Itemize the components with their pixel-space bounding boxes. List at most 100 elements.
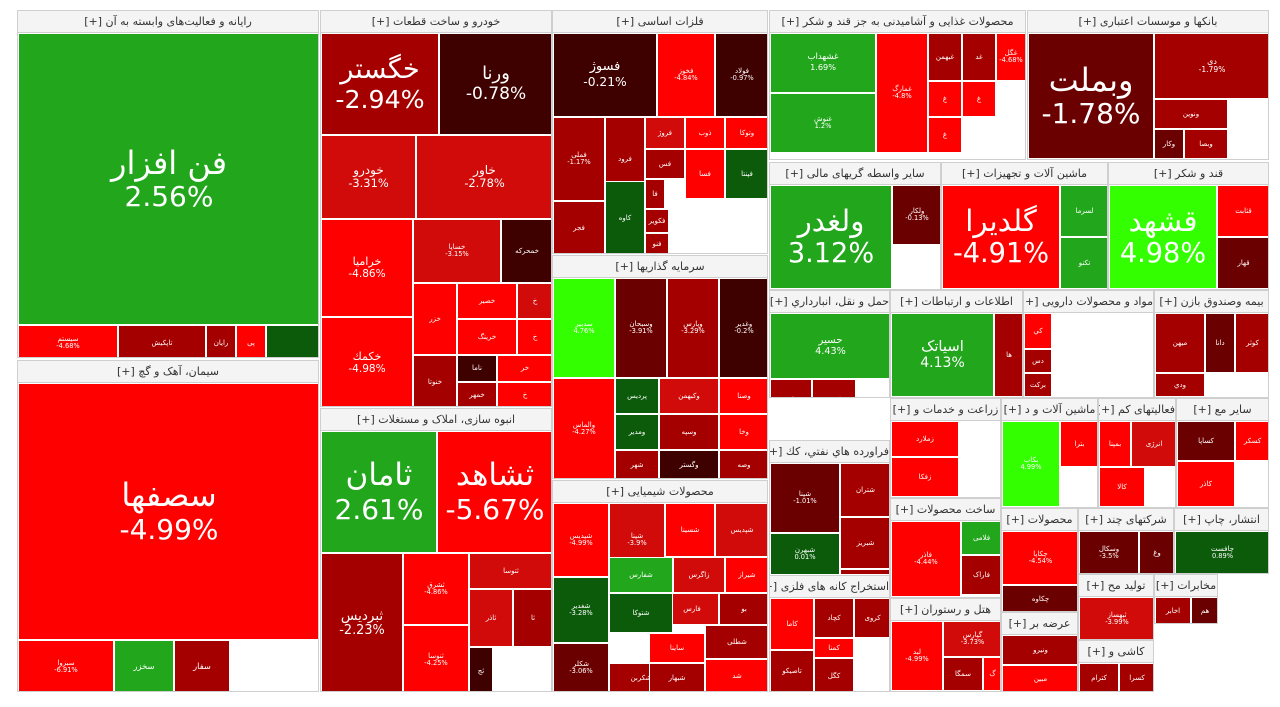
stock-tile[interactable]: کسکر [1235, 421, 1268, 461]
stock-tile[interactable]: وکبهمن [659, 378, 719, 414]
stock-tile[interactable]: فسا [685, 149, 725, 199]
stock-tile[interactable]: ها [994, 313, 1022, 397]
stock-tile[interactable]: خصير [457, 283, 517, 319]
stock-tile[interactable]: فلامی [961, 521, 1000, 555]
stock-tile[interactable]: کگل [814, 658, 854, 691]
stock-tile[interactable]: ثامان 2.61% [321, 431, 437, 553]
stock-tile[interactable]: کاذر [1177, 461, 1235, 507]
stock-tile[interactable]: شاوان [840, 569, 889, 575]
stock-tile[interactable]: فا [645, 179, 665, 209]
stock-tile[interactable]: ساینا [649, 633, 705, 663]
stock-tile[interactable]: کاوه [605, 181, 645, 253]
stock-tile[interactable]: بکاب 4.99% [1002, 421, 1060, 507]
sector-header[interactable]: ماشین آلات و تجهیزات [+] [942, 163, 1107, 185]
sector-header[interactable]: سایر مع [+] [1177, 399, 1268, 421]
stock-tile[interactable]: لبد -4.99% [891, 621, 943, 691]
stock-tile[interactable]: وگستر [659, 450, 719, 478]
stock-tile[interactable]: زملارد [891, 421, 959, 457]
stock-tile[interactable]: شغدیر -3.28% [553, 577, 609, 643]
sector-header[interactable]: انتشار، چاپ [+] [1175, 509, 1268, 531]
stock-tile[interactable]: خر [497, 355, 551, 382]
stock-tile[interactable]: چکاپا -4.54% [1002, 531, 1077, 585]
stock-tile[interactable]: فاراک [961, 555, 1000, 595]
stock-tile[interactable]: رایان [206, 325, 236, 357]
sector-header[interactable]: سیمان، آهک و گچ [+] [18, 361, 318, 383]
sector-header[interactable]: تولید مح [+] [1079, 575, 1153, 597]
stock-tile[interactable]: خگستر -2.94% [321, 33, 439, 135]
stock-tile[interactable]: خزر [413, 283, 457, 355]
stock-tile[interactable]: هم [1191, 597, 1217, 623]
sector-header[interactable]: فراورده هاي نفتي، كك [+] [770, 441, 889, 463]
stock-tile[interactable]: ونوین [1154, 99, 1228, 129]
stock-tile[interactable]: شبهرن 0.01% [770, 533, 840, 575]
stock-tile[interactable]: ثاذر [469, 589, 513, 647]
stock-tile[interactable]: خكمك -4.98% [321, 317, 413, 406]
stock-tile[interactable]: غ [928, 81, 962, 117]
sector-header[interactable]: محصولات شیمیایی [+] [553, 481, 767, 503]
stock-tile[interactable]: ثا [513, 589, 551, 647]
stock-tile[interactable]: ثج [469, 647, 493, 691]
sector-header[interactable]: سرمایه گذاریها [+] [553, 256, 767, 278]
stock-tile[interactable]: کترام [1079, 663, 1119, 691]
stock-tile[interactable]: ثبهساز -3.99% [1079, 597, 1153, 639]
sector-header[interactable]: کاشی و [+] [1079, 641, 1153, 663]
stock-tile[interactable]: شپدیس -4.99% [553, 503, 609, 577]
stock-tile[interactable]: برکت [1024, 373, 1052, 397]
stock-tile[interactable]: فروژ [645, 117, 685, 149]
stock-tile[interactable]: وسپه [659, 414, 719, 450]
stock-tile[interactable]: ومدیر [615, 414, 659, 450]
stock-tile[interactable]: خ [517, 283, 551, 319]
stock-tile[interactable]: ولکار -0.13% [892, 185, 940, 245]
stock-tile[interactable]: لسرما [1060, 185, 1107, 237]
stock-tile[interactable]: حکشتی [812, 379, 856, 397]
stock-tile[interactable]: اسیاتک 4.13% [891, 313, 994, 397]
stock-tile[interactable]: شبهار [649, 663, 705, 691]
stock-tile[interactable]: خ [517, 319, 551, 355]
stock-tile[interactable]: فارس [665, 593, 719, 625]
sector-header[interactable]: اطلاعات و ارتباطات [+] [891, 291, 1022, 313]
sector-header[interactable]: محصولات [+] [1002, 509, 1077, 531]
stock-tile[interactable]: خ [497, 382, 551, 406]
sector-header[interactable]: زراعت و خدمات و [+] [891, 399, 1000, 421]
stock-tile[interactable]: چافست 0.89% [1175, 531, 1268, 573]
stock-tile[interactable]: شفارس [609, 557, 673, 593]
stock-tile[interactable]: سفار [174, 640, 230, 691]
stock-tile[interactable]: قهار [1217, 237, 1268, 289]
stock-tile[interactable]: سدبیر 4.76% [553, 278, 615, 378]
stock-tile[interactable]: بمپنا [1099, 421, 1131, 467]
stock-tile[interactable]: انرژی [1131, 421, 1175, 467]
stock-tile[interactable]: بترا [1060, 421, 1097, 467]
stock-tile[interactable]: خنوتا [413, 355, 457, 406]
sector-header[interactable]: ساخت محصولات [+] [891, 499, 1000, 521]
stock-tile[interactable]: شسینا [665, 503, 715, 557]
stock-tile[interactable]: کي [1024, 313, 1052, 349]
sector-header[interactable]: سایر واسطه گریهای مالی [+] [770, 163, 940, 185]
sector-header[interactable]: بیمه وصندوق بازن [+] [1155, 291, 1268, 313]
stock-tile[interactable]: سخزر [114, 640, 174, 691]
stock-tile[interactable]: دی -1.79% [1154, 33, 1268, 99]
stock-tile[interactable]: کاما [770, 598, 814, 650]
stock-tile[interactable]: سمگا [943, 657, 983, 691]
stock-tile[interactable]: کالا [1099, 467, 1145, 507]
stock-tile[interactable]: غبهمن [928, 33, 962, 81]
stock-tile[interactable]: تکنو [1060, 237, 1107, 289]
stock-tile[interactable]: فپنتا [725, 149, 767, 199]
stock-tile[interactable]: فاذر -4.44% [891, 521, 961, 597]
stock-tile[interactable]: وغدیر -0.2% [719, 278, 767, 378]
sector-header[interactable]: خودرو و ساخت قطعات [+] [321, 11, 551, 33]
stock-tile[interactable] [266, 325, 318, 357]
sector-header[interactable]: عرضه بر [+] [1002, 613, 1077, 635]
stock-tile[interactable]: وصنا [719, 378, 767, 414]
stock-tile[interactable]: فکوير [645, 209, 669, 233]
stock-tile[interactable]: غنوش 1.2% [770, 93, 876, 153]
stock-tile[interactable]: غشهداب 1.69% [770, 33, 876, 93]
stock-tile[interactable]: تاصیکو [770, 650, 814, 691]
stock-tile[interactable]: خودرو -3.31% [321, 135, 416, 219]
stock-tile[interactable]: فس [645, 149, 685, 179]
stock-tile[interactable]: وتوکا [725, 117, 767, 149]
stock-tile[interactable]: قثابت [1217, 185, 1268, 237]
stock-tile[interactable]: شد [705, 659, 767, 691]
stock-tile[interactable]: وبصا [1184, 129, 1228, 159]
sector-header[interactable]: استخراج کانه های فلزی [+] [770, 576, 889, 598]
stock-tile[interactable]: غمارگ -4.8% [876, 33, 928, 153]
